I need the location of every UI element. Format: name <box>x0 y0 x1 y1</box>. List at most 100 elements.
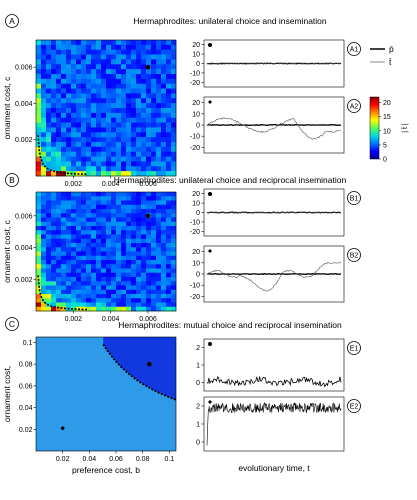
heatmap-cell <box>76 69 82 75</box>
heatmap-cell <box>66 132 72 138</box>
y-tick-label: 0 <box>196 272 200 279</box>
heatmap-cell <box>166 298 172 303</box>
heatmap-cell <box>111 277 117 282</box>
heatmap-cell <box>156 200 162 206</box>
heatmap-cell <box>86 294 92 299</box>
heatmap-cell <box>66 151 72 157</box>
heatmap-cell <box>106 200 112 206</box>
heatmap-cell <box>111 112 117 119</box>
heatmap-cell <box>76 260 82 265</box>
heatmap-cell <box>146 217 152 223</box>
heatmap-cell <box>171 40 177 46</box>
heatmap-cell <box>71 230 77 235</box>
x-tick-label: 0.04 <box>83 456 97 463</box>
heatmap-cell <box>51 200 57 206</box>
heatmap-cell <box>116 281 122 286</box>
heatmap-cell <box>101 103 107 109</box>
heatmap-cell <box>96 264 102 269</box>
heatmap-cell <box>151 221 157 227</box>
heatmap-cell <box>81 59 87 65</box>
marker-large <box>145 213 151 219</box>
panel-title: Hermaphrodites: mutual choice and recipr… <box>118 320 342 330</box>
heatmap-cell <box>111 49 117 55</box>
heatmap-cell <box>106 217 112 223</box>
heatmap-cell <box>76 49 82 55</box>
heatmap-cell <box>156 209 162 214</box>
heatmap-cell <box>116 226 122 231</box>
heatmap-cell <box>156 251 162 257</box>
heatmap-cell <box>86 260 92 265</box>
heatmap-cell <box>101 281 107 286</box>
heatmap-cell <box>96 151 102 157</box>
heatmap-cell <box>156 78 162 85</box>
heatmap-cell <box>116 93 122 99</box>
heatmap-cell <box>156 272 162 278</box>
heatmap-cell <box>71 272 77 278</box>
heatmap-cell <box>36 268 42 274</box>
heatmap-cell <box>136 277 142 282</box>
heatmap-cell <box>121 161 127 167</box>
heatmap-cell <box>41 209 47 214</box>
heatmap-cell <box>96 171 102 177</box>
series-mean-t <box>206 117 342 140</box>
heatmap-cell <box>116 151 122 157</box>
heatmap-cell <box>41 166 47 172</box>
heatmap-cell <box>46 306 52 312</box>
heatmap-cell <box>121 108 127 114</box>
heatmap-cell <box>61 146 67 153</box>
heatmap-cell <box>46 83 52 89</box>
heatmap-cell <box>106 112 112 119</box>
heatmap-cell <box>111 281 117 286</box>
heatmap-cell <box>81 277 87 282</box>
heatmap-cell <box>136 44 142 51</box>
heatmap-cell <box>41 226 47 231</box>
heatmap-cell <box>91 255 97 261</box>
heatmap-cell <box>111 294 117 299</box>
heatmap-cell <box>86 255 92 261</box>
heatmap-cell <box>166 268 172 274</box>
heatmap-cell <box>96 268 102 274</box>
heatmap-cell <box>171 142 177 148</box>
heatmap-cell <box>71 69 77 75</box>
heatmap-cell <box>46 294 52 299</box>
heatmap-cell <box>66 200 72 206</box>
heatmap-cell <box>171 146 177 153</box>
heatmap-cell <box>156 217 162 223</box>
heatmap-cell <box>116 146 122 153</box>
heatmap-cell <box>56 161 62 167</box>
heatmap-cell <box>131 294 137 299</box>
heatmap-cell <box>131 243 137 248</box>
heatmap-cell <box>121 260 127 265</box>
heatmap-cell <box>51 112 57 119</box>
heatmap-cell <box>136 146 142 153</box>
heatmap-cell <box>161 117 167 123</box>
heatmap-cell <box>141 98 147 104</box>
heatmap-cell <box>141 132 147 138</box>
heatmap-cell <box>126 142 132 148</box>
heatmap-cell <box>41 255 47 261</box>
heatmap-cell <box>51 103 57 109</box>
threshold-curve <box>37 275 88 311</box>
heatmap-cell <box>111 221 117 227</box>
y-tick-label: 10 <box>192 52 200 59</box>
heatmap-cell <box>106 234 112 240</box>
heatmap-cell <box>46 243 52 248</box>
heatmap-cell <box>126 294 132 299</box>
heatmap-cell <box>121 289 127 295</box>
heatmap-cell <box>126 204 132 210</box>
heatmap-cell <box>151 268 157 274</box>
heatmap-cell <box>46 281 52 286</box>
heatmap-cell <box>91 272 97 278</box>
heatmap-cell <box>81 78 87 85</box>
heatmap-cell <box>136 281 142 286</box>
heatmap-frame <box>35 39 177 177</box>
heatmap-cell <box>51 230 57 235</box>
heatmap-cell <box>51 156 57 162</box>
heatmap-cell <box>96 103 102 109</box>
heatmap-cell <box>171 200 177 206</box>
y-tick-label: 0.1 <box>23 340 33 347</box>
heatmap-cell <box>91 217 97 223</box>
heatmap-cell <box>106 166 112 172</box>
heatmap-cell <box>81 260 87 265</box>
heatmap-cell <box>66 204 72 210</box>
